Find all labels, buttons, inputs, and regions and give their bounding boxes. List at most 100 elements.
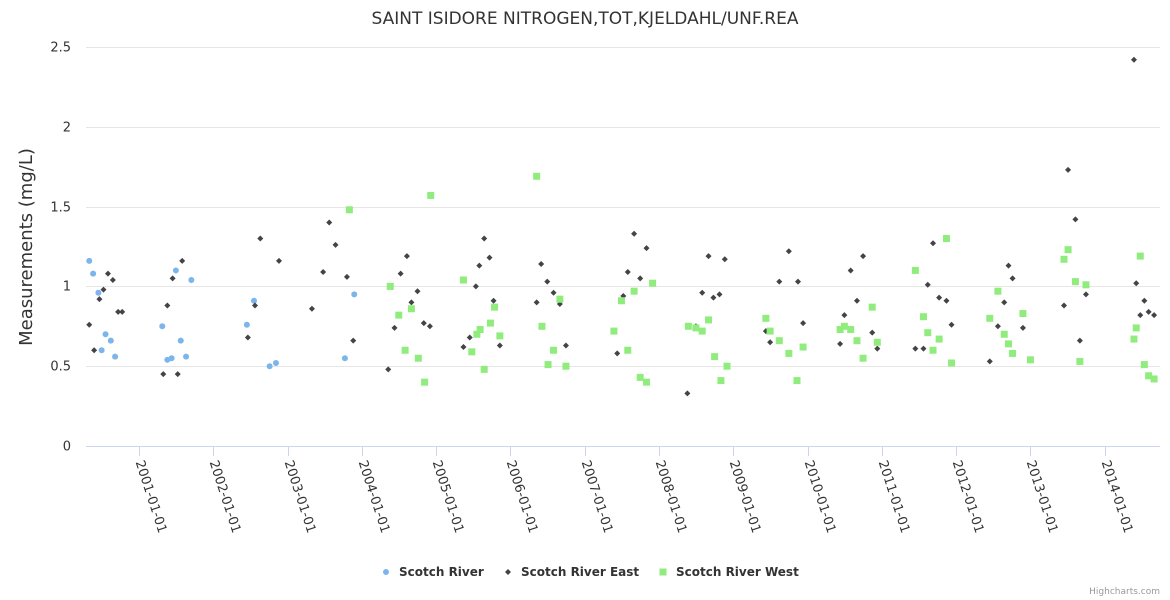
data-point[interactable]	[795, 278, 802, 285]
data-point[interactable]	[684, 322, 692, 330]
data-point[interactable]	[631, 230, 638, 237]
data-point[interactable]	[421, 378, 429, 386]
data-point[interactable]	[869, 329, 876, 336]
data-point[interactable]	[986, 358, 993, 365]
data-point[interactable]	[326, 219, 333, 226]
data-point[interactable]	[487, 319, 495, 327]
data-point[interactable]	[617, 297, 625, 305]
data-point[interactable]	[91, 347, 98, 354]
data-point[interactable]	[637, 275, 644, 282]
data-point[interactable]	[112, 353, 119, 360]
data-point[interactable]	[912, 345, 919, 352]
data-point[interactable]	[491, 303, 499, 311]
data-point[interactable]	[486, 254, 493, 261]
data-point[interactable]	[468, 348, 476, 356]
data-point[interactable]	[994, 287, 1002, 295]
data-point[interactable]	[466, 334, 473, 341]
data-point[interactable]	[624, 346, 632, 354]
data-point[interactable]	[1009, 349, 1017, 357]
data-point[interactable]	[1019, 324, 1026, 331]
data-point[interactable]	[188, 277, 195, 284]
data-point[interactable]	[533, 299, 540, 306]
data-point[interactable]	[102, 331, 109, 338]
data-point[interactable]	[350, 337, 357, 344]
data-point[interactable]	[496, 332, 504, 340]
data-point[interactable]	[391, 324, 398, 331]
data-point[interactable]	[345, 206, 353, 214]
data-point[interactable]	[943, 297, 950, 304]
data-point[interactable]	[919, 313, 927, 321]
data-point[interactable]	[1082, 281, 1090, 289]
data-point[interactable]	[332, 241, 339, 248]
data-point[interactable]	[853, 337, 861, 345]
data-point[interactable]	[550, 346, 558, 354]
data-point[interactable]	[343, 273, 350, 280]
data-point[interactable]	[164, 302, 171, 309]
data-point[interactable]	[476, 325, 484, 333]
data-point[interactable]	[90, 270, 97, 277]
data-point[interactable]	[473, 330, 481, 338]
data-point[interactable]	[847, 325, 855, 333]
data-point[interactable]	[1140, 361, 1148, 369]
data-point[interactable]	[1082, 291, 1089, 298]
data-point[interactable]	[414, 354, 422, 362]
data-point[interactable]	[610, 327, 618, 335]
data-point[interactable]	[698, 327, 706, 335]
data-point[interactable]	[341, 355, 348, 362]
data-point[interactable]	[776, 278, 783, 285]
data-point[interactable]	[841, 312, 848, 319]
data-point[interactable]	[275, 257, 282, 264]
data-point[interactable]	[538, 322, 546, 330]
data-point[interactable]	[1076, 357, 1084, 365]
data-point[interactable]	[308, 305, 315, 312]
data-point[interactable]	[948, 321, 955, 328]
data-point[interactable]	[115, 308, 122, 315]
data-point[interactable]	[1136, 252, 1144, 260]
data-point[interactable]	[1065, 166, 1072, 173]
data-point[interactable]	[684, 390, 691, 397]
data-point[interactable]	[649, 279, 657, 287]
data-point[interactable]	[705, 316, 713, 324]
data-point[interactable]	[705, 253, 712, 260]
data-point[interactable]	[767, 339, 774, 346]
data-point[interactable]	[169, 275, 176, 282]
data-point[interactable]	[244, 334, 251, 341]
data-point[interactable]	[994, 323, 1001, 330]
data-point[interactable]	[86, 257, 93, 264]
data-point[interactable]	[1000, 330, 1008, 338]
data-point[interactable]	[948, 359, 956, 367]
data-point[interactable]	[1137, 312, 1144, 319]
data-point[interactable]	[252, 302, 259, 309]
data-point[interactable]	[257, 235, 264, 242]
data-point[interactable]	[550, 289, 557, 296]
data-point[interactable]	[793, 377, 801, 385]
data-point[interactable]	[407, 305, 415, 313]
data-point[interactable]	[168, 355, 175, 362]
data-point[interactable]	[1001, 299, 1008, 306]
data-point[interactable]	[692, 324, 700, 332]
data-point[interactable]	[250, 297, 257, 304]
data-point[interactable]	[1151, 312, 1158, 319]
data-point[interactable]	[107, 337, 114, 344]
data-point[interactable]	[96, 296, 103, 303]
data-point[interactable]	[837, 340, 844, 347]
data-point[interactable]	[716, 291, 723, 298]
data-point[interactable]	[109, 277, 116, 284]
data-point[interactable]	[100, 286, 107, 293]
data-point[interactable]	[544, 361, 552, 369]
data-point[interactable]	[1141, 297, 1148, 304]
data-point[interactable]	[642, 378, 650, 386]
data-point[interactable]	[935, 335, 943, 343]
data-point[interactable]	[799, 343, 807, 351]
data-point[interactable]	[119, 308, 126, 315]
data-point[interactable]	[936, 294, 943, 301]
data-point[interactable]	[1019, 310, 1027, 318]
data-point[interactable]	[397, 270, 404, 277]
data-point[interactable]	[636, 373, 644, 381]
data-point[interactable]	[1130, 335, 1138, 343]
data-point[interactable]	[836, 325, 844, 333]
credits-link[interactable]: Highcharts.com	[1089, 587, 1160, 597]
data-point[interactable]	[490, 297, 497, 304]
data-point[interactable]	[1132, 324, 1140, 332]
data-point[interactable]	[859, 354, 867, 362]
